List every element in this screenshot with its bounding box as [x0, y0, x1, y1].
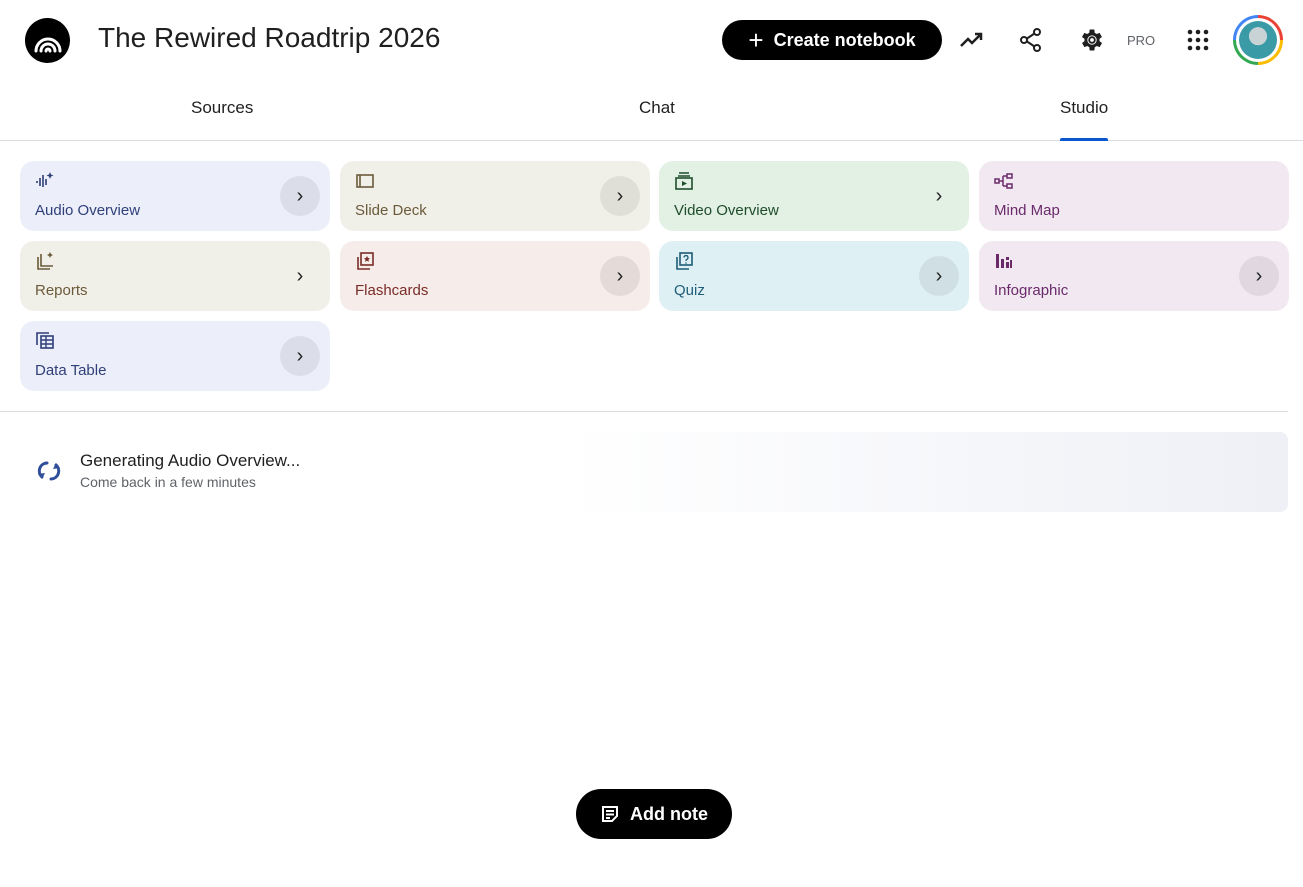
studio-card-mind-map[interactable]: Mind Map [979, 161, 1289, 231]
studio-card-label: Audio Overview [35, 202, 141, 219]
data-table-icon [36, 332, 54, 349]
studio-card-flashcards[interactable]: Flashcards › [340, 241, 650, 311]
flashcards-icon [357, 252, 374, 270]
notebook-title[interactable]: The Rewired Roadtrip 2026 [98, 22, 441, 53]
studio-card-quiz[interactable]: Quiz › [659, 241, 969, 311]
audio-wave-sparkle-icon [36, 172, 54, 187]
mind-map-icon [994, 173, 1013, 189]
generating-subtitle: Come back in a few minutes [80, 474, 256, 490]
chevron-right-icon[interactable]: › [600, 256, 640, 296]
chevron-right-icon[interactable]: › [296, 264, 304, 287]
settings-icon[interactable] [1076, 24, 1108, 56]
plus-icon: + [748, 25, 764, 55]
studio-card-video-overview[interactable]: Video Overview › [659, 161, 969, 231]
apps-grid-icon[interactable] [1182, 24, 1214, 56]
pro-badge: PRO [1127, 33, 1156, 48]
chevron-right-icon[interactable]: › [280, 336, 320, 376]
generating-title: Generating Audio Overview... [80, 451, 301, 470]
studio-card-audio-overview[interactable]: Audio Overview › [20, 161, 330, 231]
chevron-right-icon[interactable]: › [935, 184, 943, 207]
studio-card-label: Mind Map [994, 202, 1060, 219]
divider [0, 411, 1288, 412]
create-notebook-label: Create notebook [773, 29, 916, 50]
chevron-right-icon[interactable]: › [280, 176, 320, 216]
tab-bar: Sources Chat Studio [0, 80, 1303, 141]
studio-card-slide-deck[interactable]: Slide Deck › [340, 161, 650, 231]
generating-audio-overview-item: Generating Audio Overview... Come back i… [20, 432, 1288, 512]
studio-card-infographic[interactable]: Infographic › [979, 241, 1289, 311]
tab-chat[interactable]: Chat [639, 98, 675, 117]
note-icon [602, 806, 618, 822]
studio-card-label: Slide Deck [355, 202, 427, 219]
video-icon [675, 172, 693, 190]
avatar[interactable] [1233, 15, 1283, 65]
chevron-right-icon[interactable]: › [1239, 256, 1279, 296]
chevron-right-icon[interactable]: › [600, 176, 640, 216]
sync-icon [36, 459, 62, 488]
tab-sources[interactable]: Sources [191, 98, 254, 117]
tab-studio[interactable]: Studio [1060, 98, 1109, 141]
add-note-label: Add note [630, 803, 708, 824]
create-notebook-button[interactable]: + Create notebook [722, 20, 942, 60]
notebooklm-logo-icon[interactable] [25, 18, 70, 63]
analytics-icon[interactable] [956, 24, 988, 56]
reports-icon [37, 252, 53, 270]
studio-card-label: Flashcards [355, 282, 429, 299]
header: The Rewired Roadtrip 2026 + Create noteb… [0, 0, 1303, 80]
share-icon[interactable] [1015, 24, 1047, 56]
studio-card-label: Reports [35, 282, 88, 299]
infographic-icon [996, 254, 1012, 268]
studio-card-data-table[interactable]: Data Table › [20, 321, 330, 391]
quiz-icon [676, 252, 693, 270]
studio-card-label: Quiz [674, 282, 705, 299]
add-note-button[interactable]: Add note [576, 789, 732, 839]
chevron-right-icon[interactable]: › [919, 256, 959, 296]
studio-card-label: Video Overview [674, 202, 779, 219]
studio-card-label: Data Table [35, 362, 107, 379]
studio-card-reports[interactable]: Reports › [20, 241, 330, 311]
slides-icon [356, 174, 374, 188]
studio-card-label: Infographic [994, 282, 1069, 299]
